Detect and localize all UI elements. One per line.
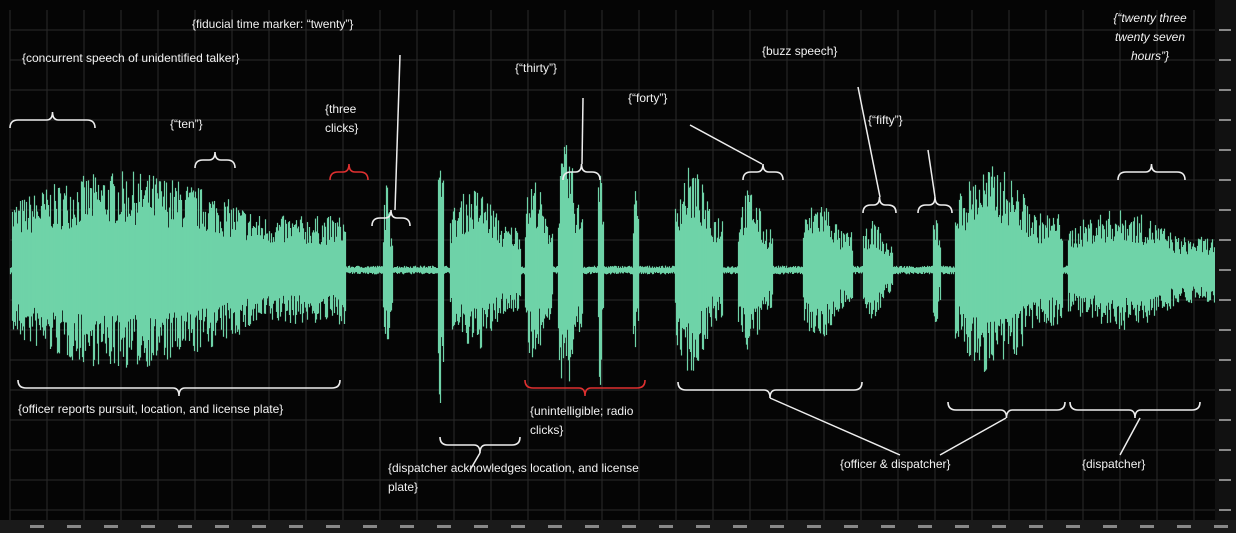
ruler-tick [1066, 525, 1080, 528]
ruler-tick [1219, 269, 1231, 271]
brace [194, 151, 236, 169]
annotation-label: clicks} [325, 121, 358, 135]
ruler-tick [326, 525, 340, 528]
brace [329, 163, 369, 181]
ruler-tick [1214, 525, 1228, 528]
ruler-tick [30, 525, 44, 528]
ruler-tick [437, 525, 451, 528]
ruler-tick [918, 525, 932, 528]
ruler-tick [1219, 479, 1231, 481]
ruler-tick [1219, 119, 1231, 121]
pointer-line [769, 397, 901, 456]
ruler-tick [1177, 525, 1191, 528]
ruler-tick [1219, 149, 1231, 151]
ruler-tick [511, 525, 525, 528]
ruler-tick [881, 525, 895, 528]
annotation-label: {dispatcher acknowledges location, and l… [388, 461, 639, 475]
ruler-tick [1219, 359, 1231, 361]
brace [562, 163, 601, 181]
brace [1069, 401, 1201, 419]
annotation-label: {dispatcher} [1082, 457, 1145, 471]
pointer-line [939, 417, 1007, 456]
ruler-tick [844, 525, 858, 528]
ruler-tick [807, 525, 821, 528]
ruler-tick [1219, 29, 1231, 31]
ruler-tick [1219, 209, 1231, 211]
pointer-line [469, 452, 481, 471]
ruler-tick [178, 525, 192, 528]
ruler-tick [1219, 509, 1231, 511]
ruler-tick [141, 525, 155, 528]
annotation-label: twenty seven [1115, 30, 1185, 44]
brace [371, 209, 411, 227]
brace [524, 379, 646, 397]
annotation-label: {“ten”} [170, 117, 203, 131]
annotation-label: {fiducial time marker: “twenty”} [192, 17, 353, 31]
ruler-tick [733, 525, 747, 528]
ruler-tick [1219, 449, 1231, 451]
ruler-tick [474, 525, 488, 528]
ruler-tick [1219, 329, 1231, 331]
ruler-tick [289, 525, 303, 528]
pointer-line [581, 97, 584, 165]
brace [17, 379, 341, 397]
ruler-tick [1219, 389, 1231, 391]
ruler-tick [548, 525, 562, 528]
ruler-tick [67, 525, 81, 528]
ruler-tick [585, 525, 599, 528]
annotation-label: {“forty”} [628, 91, 667, 105]
annotation-label: clicks} [530, 423, 563, 437]
annotation-braces [9, 54, 1201, 471]
annotation-label: {concurrent speech of unidentified talke… [22, 51, 239, 65]
annotation-label: {buzz speech} [762, 44, 837, 58]
brace [9, 111, 96, 129]
ruler-tick [1219, 59, 1231, 61]
annotation-label: {three [325, 102, 357, 116]
brace [742, 163, 784, 181]
pointer-line [689, 124, 763, 165]
annotation-label: {“fifty”} [868, 113, 903, 127]
annotation-label: hours”} [1131, 49, 1169, 63]
ruler-tick [1219, 89, 1231, 91]
annotation-label: {“twenty three [1113, 11, 1187, 25]
ruler-tick [400, 525, 414, 528]
annotation-label: {“thirty”} [515, 61, 557, 75]
ruler-tick [1029, 525, 1043, 528]
annotation-label: plate} [388, 480, 418, 494]
ruler-tick [770, 525, 784, 528]
ruler-tick [622, 525, 636, 528]
brace [947, 401, 1066, 419]
time-ruler [0, 520, 1236, 533]
waveform [9, 145, 1216, 404]
annotation-labels: {concurrent speech of unidentified talke… [18, 11, 1187, 494]
amplitude-ruler [1215, 0, 1236, 520]
annotation-label: {officer reports pursuit, location, and … [18, 402, 283, 416]
ruler-tick [252, 525, 266, 528]
ruler-tick [1219, 179, 1231, 181]
ruler-tick [104, 525, 118, 528]
ruler-tick [1140, 525, 1154, 528]
ruler-tick [955, 525, 969, 528]
pointer-line [1119, 417, 1141, 456]
pointer-line [857, 86, 881, 198]
ruler-tick [1219, 419, 1231, 421]
annotation-label: {officer & dispatcher} [840, 457, 951, 471]
ruler-tick [992, 525, 1006, 528]
ruler-tick [659, 525, 673, 528]
ruler-tick [215, 525, 229, 528]
ruler-tick [1219, 299, 1231, 301]
ruler-tick [696, 525, 710, 528]
ruler-tick [363, 525, 377, 528]
brace [1117, 163, 1186, 181]
ruler-tick [1219, 239, 1231, 241]
pointer-line [394, 54, 401, 211]
pointer-line [927, 149, 936, 198]
ruler-tick [1103, 525, 1117, 528]
annotation-label: {unintelligible; radio [530, 404, 634, 418]
